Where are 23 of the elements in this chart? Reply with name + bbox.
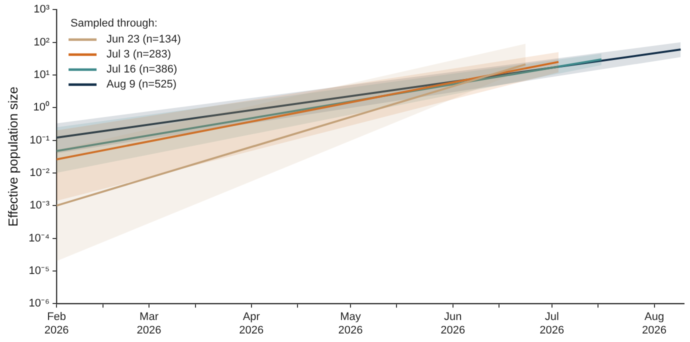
y-tick-label: 10⁻⁵ (28, 264, 50, 277)
y-tick-label: 10² (34, 36, 50, 48)
y-tick-label: 10¹ (34, 68, 50, 81)
x-tick-label: Jul 2026 (540, 311, 564, 336)
y-axis-title: Effective population size (5, 86, 20, 227)
x-tick-label: Apr 2026 (239, 311, 264, 336)
y-tick-label: 10⁻² (30, 166, 50, 179)
x-tick-label: Mar 2026 (136, 311, 162, 336)
y-tick-label: 10⁻³ (30, 200, 50, 212)
x-tick-label: May 2026 (338, 311, 363, 336)
legend-label: Jun 23 (n=134) (106, 34, 181, 46)
x-tick-label: Feb 2026 (44, 311, 69, 336)
y-tick-label: 10⁻⁴ (28, 232, 50, 244)
x-tick-label: Aug 2026 (642, 311, 667, 336)
y-tick-label: 10⁰ (33, 100, 50, 114)
x-tick-label: Jun 2026 (440, 311, 466, 336)
legend-label: Aug 9 (n=525) (106, 78, 177, 91)
legend-label: Jul 3 (n=283) (106, 48, 172, 61)
legend-title: Sampled through: (70, 18, 158, 30)
y-tick-label: 10⁻¹ (30, 134, 50, 146)
y-tick-label: 10³ (34, 4, 50, 16)
y-tick-label: 10⁻⁶ (28, 298, 50, 310)
legend-label: Jul 16 (n=386) (106, 64, 178, 76)
